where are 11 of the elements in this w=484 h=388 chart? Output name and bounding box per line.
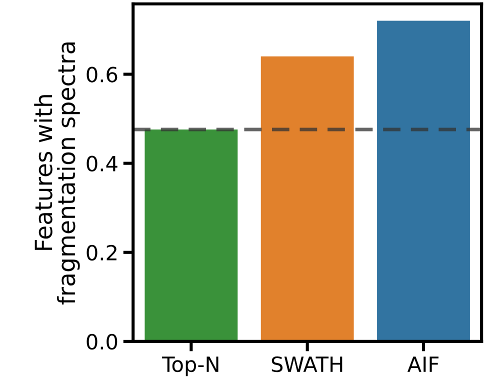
y-tick-label: 0.4: [86, 156, 118, 172]
bar: [260, 56, 354, 342]
bar: [377, 20, 470, 342]
y-axis-title: Features with fragmentation spectra: [34, 42, 80, 304]
bar: [144, 129, 238, 342]
y-tick-label: 0.0: [86, 334, 118, 350]
x-tick-label: Top-N: [162, 356, 218, 376]
y-tick-label: 0.6: [86, 66, 118, 82]
y-tick-label: 0.2: [86, 244, 116, 261]
x-tick-label: SWATH: [272, 356, 342, 372]
x-tick-label: AIF: [407, 356, 438, 372]
